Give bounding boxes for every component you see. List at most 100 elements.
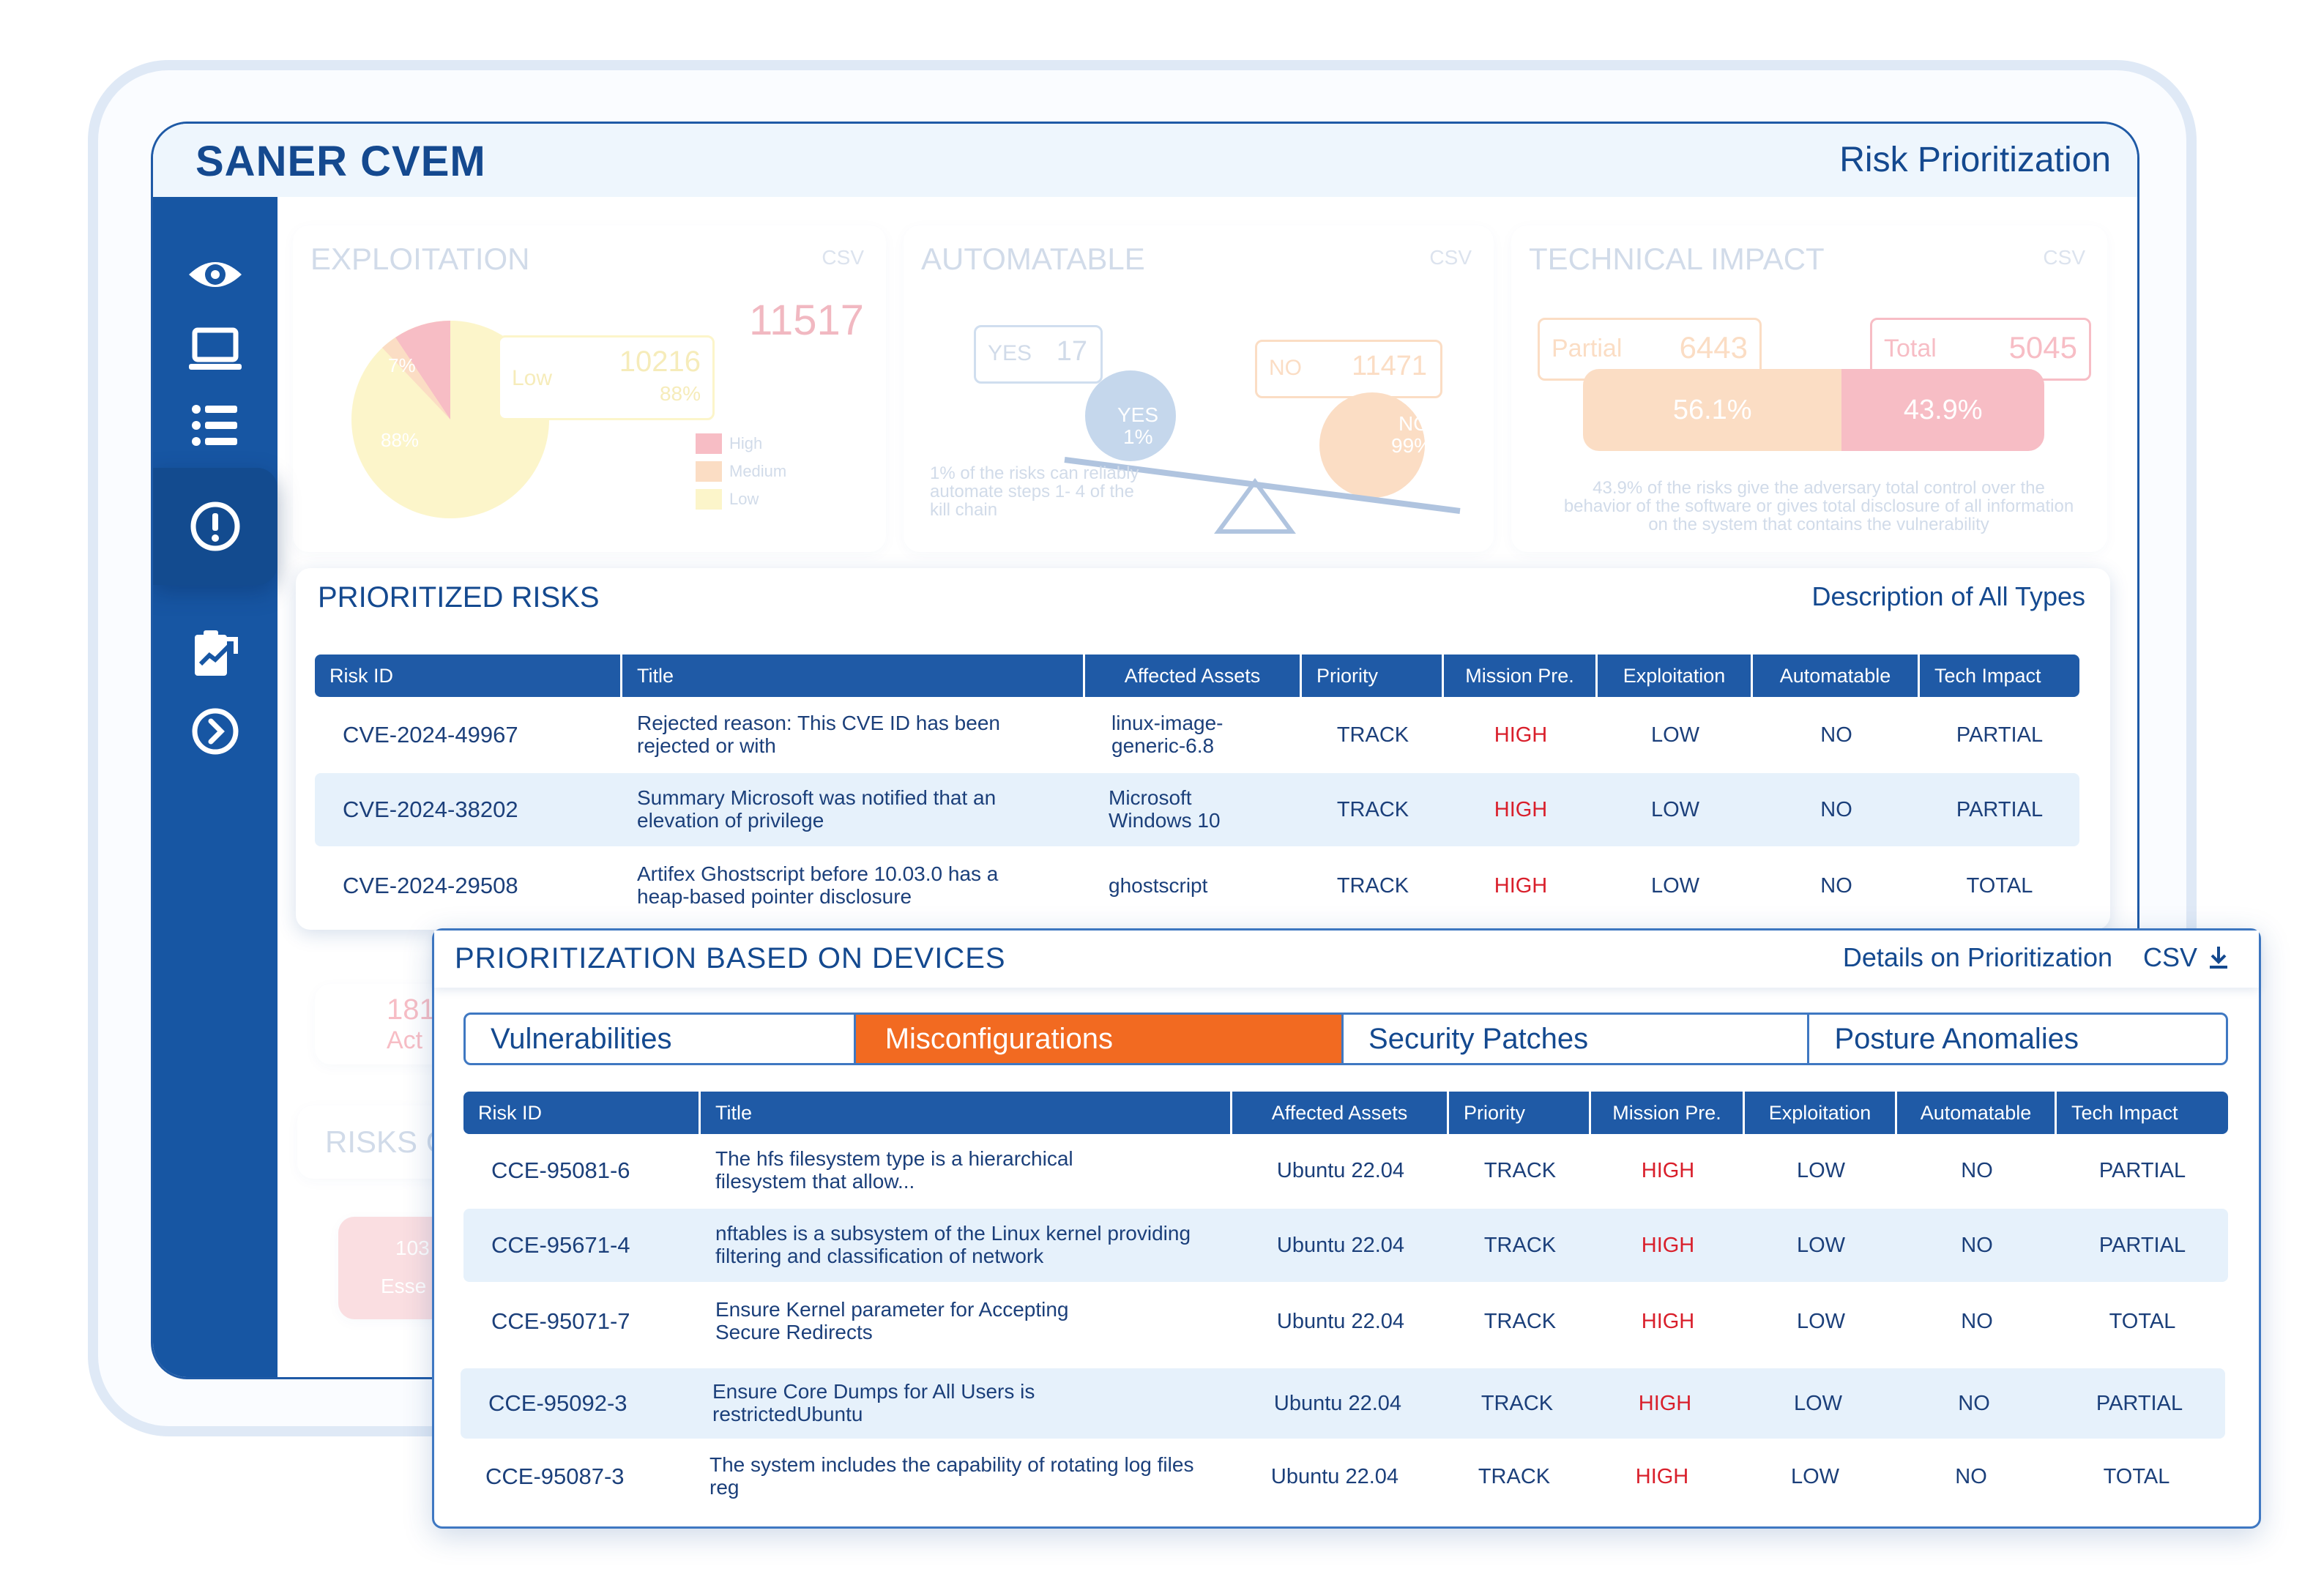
risk-id-cell[interactable]: CVE-2024-29508 [343, 873, 518, 898]
table-row[interactable]: CCE-95092-3 Ensure Core Dumps for All Us… [461, 1368, 2225, 1439]
legend-medium: Medium [729, 462, 787, 480]
mission-cell: HIGH [1635, 1464, 1689, 1488]
csv-label: CSV [2142, 942, 2197, 972]
chevron-right-circle-icon [192, 708, 239, 755]
title-cell: nftables is a subsystem of the Linux ker… [715, 1222, 1191, 1267]
priority-cell: TRACK [1483, 1158, 1557, 1182]
seesaw-graphic [1064, 370, 1461, 534]
essential-value: 103 [395, 1237, 430, 1259]
prioritized-risks-table-header: Risk ID Title Affected Assets Priority M… [315, 655, 2079, 697]
details-link[interactable]: Details on Prioritization [1842, 942, 2112, 972]
col-mission[interactable]: Mission Pre. [1591, 1092, 1745, 1134]
sidebar-item-next[interactable] [153, 695, 278, 768]
tab-vulnerabilities[interactable]: Vulnerabilities [466, 1015, 856, 1063]
risk-id-cell[interactable]: CCE-95671-4 [491, 1232, 630, 1258]
table-row[interactable]: CVE-2024-38202 Summary Microsoft was not… [315, 773, 2079, 846]
technical-impact-csv-button[interactable]: CSV [2043, 246, 2085, 269]
total-pct: 43.9% [1841, 369, 2044, 451]
exploitation-cell: LOW [1796, 1309, 1846, 1333]
exploitation-total: 11517 [749, 297, 864, 344]
mission-cell: HIGH [1494, 723, 1548, 747]
table-row[interactable]: CVE-2024-29508 Artifex Ghostscript befor… [315, 849, 2079, 922]
col-tech-impact[interactable]: Tech Impact [2071, 1101, 2178, 1124]
priority-cell: TRACK [1336, 723, 1409, 747]
table-row[interactable]: CCE-95081-6 The hfs filesystem type is a… [463, 1134, 2228, 1207]
table-row[interactable]: CCE-95071-7 Ensure Kernel parameter for … [463, 1285, 2228, 1358]
automatable-card: AUTOMATABLE CSV YES 17 YES 1% NO 11471 N… [904, 225, 1494, 552]
impact-cell: TOTAL [2103, 1464, 2170, 1488]
risk-id-cell[interactable]: CCE-95087-3 [485, 1463, 625, 1489]
automatable-cell: NO [1955, 1464, 1987, 1488]
col-exploitation[interactable]: Exploitation [1598, 655, 1753, 697]
partial-label: Partial [1552, 335, 1623, 362]
mission-cell: HIGH [1494, 797, 1548, 821]
risk-id-cell[interactable]: CCE-95081-6 [491, 1157, 630, 1183]
automatable-note: 1% of the risks can reliably automate st… [930, 463, 1139, 521]
alert-icon [190, 501, 240, 551]
total-label: Total [1884, 335, 1937, 362]
tab-security-patches[interactable]: Security Patches [1344, 1015, 1810, 1063]
slice-low-label: 88% [381, 429, 420, 451]
risk-id-cell[interactable]: CCE-95092-3 [488, 1390, 627, 1416]
sidebar-item-list[interactable] [153, 389, 278, 462]
tab-posture-anomalies[interactable]: Posture Anomalies [1834, 1022, 2079, 1055]
impact-ratio-bar: 56.1% 43.9% [1583, 369, 2044, 451]
title-cell: Artifex Ghostscript before 10.03.0 has a… [637, 862, 999, 908]
exploitation-legend: High Medium Low [696, 433, 786, 510]
sidebar-item-reports[interactable] [153, 617, 278, 690]
automatable-csv-button[interactable]: CSV [1429, 246, 1472, 269]
table-row[interactable]: CCE-95087-3 The system includes the capa… [458, 1442, 2222, 1512]
download-icon [2210, 947, 2227, 969]
exploitation-title: EXPLOITATION [310, 242, 530, 276]
assets-cell: linux-image-generic-6.8 [1111, 712, 1223, 757]
col-affected-assets[interactable]: Affected Assets [1085, 655, 1302, 697]
col-automatable[interactable]: Automatable [1753, 655, 1920, 697]
col-title[interactable]: Title [701, 1092, 1232, 1134]
col-risk-id[interactable]: Risk ID [463, 1092, 701, 1134]
col-automatable[interactable]: Automatable [1897, 1092, 2057, 1134]
technical-impact-title: TECHNICAL IMPACT [1529, 242, 1825, 276]
col-exploitation[interactable]: Exploitation [1745, 1092, 1897, 1134]
essential-label: Esse [381, 1275, 427, 1297]
title-cell: Ensure Kernel parameter for Accepting Se… [715, 1298, 1069, 1343]
col-affected-assets[interactable]: Affected Assets [1232, 1092, 1449, 1134]
tab-misconfigurations[interactable]: Misconfigurations [855, 1015, 1344, 1063]
impact-cell: TOTAL [2109, 1309, 2176, 1333]
no-pct-label: NO [1398, 412, 1429, 435]
automatable-cell: NO [1820, 723, 1852, 747]
risk-id-cell[interactable]: CVE-2024-38202 [343, 797, 518, 822]
col-tech-impact[interactable]: Tech Impact [1934, 664, 2041, 687]
impact-cell: PARTIAL [1956, 797, 2044, 821]
table-row[interactable]: CVE-2024-49967 Rejected reason: This CVE… [315, 697, 2079, 773]
sidebar-item-risks[interactable] [153, 468, 278, 585]
impact-cell: PARTIAL [2098, 1158, 2186, 1182]
active-count-value: 181 [387, 993, 436, 1026]
prioritized-risks-panel: PRIORITIZED RISKS Description of All Typ… [296, 568, 2110, 930]
exploitation-cell: LOW [1650, 797, 1700, 821]
col-priority[interactable]: Priority [1449, 1092, 1591, 1134]
risk-id-cell[interactable]: CCE-95071-7 [491, 1308, 630, 1334]
sidebar-item-overview[interactable] [153, 238, 278, 311]
csv-download-button[interactable]: CSV [2143, 942, 2230, 973]
low-callout: Low 10216 88% [498, 335, 715, 420]
col-risk-id[interactable]: Risk ID [315, 655, 622, 697]
mission-cell: HIGH [1494, 873, 1548, 898]
legend-low: Low [729, 490, 759, 508]
exploitation-card: EXPLOITATION CSV 7% 88% Low 10216 88% 11… [293, 225, 886, 552]
table-row[interactable]: CCE-95671-4 nftables is a subsystem of t… [463, 1209, 2228, 1282]
col-mission[interactable]: Mission Pre. [1444, 655, 1598, 697]
automatable-cell: NO [1820, 797, 1852, 821]
callout-pct: 88% [659, 382, 701, 405]
col-title[interactable]: Title [622, 655, 1085, 697]
legend-swatch-medium [696, 461, 722, 482]
yes-box: YES 17 [974, 325, 1103, 384]
no-box: NO 11471 [1255, 340, 1442, 398]
col-priority[interactable]: Priority [1302, 655, 1444, 697]
sidebar-item-devices[interactable] [153, 314, 278, 387]
app-header: SANER CVEM Risk Prioritization [153, 124, 2137, 197]
total-box: Total 5045 [1870, 318, 2091, 381]
description-link[interactable]: Description of All Types [1811, 581, 2085, 611]
devices-panel: PRIORITIZATION BASED ON DEVICES Details … [432, 928, 2261, 1529]
risk-id-cell[interactable]: CVE-2024-49967 [343, 722, 518, 747]
exploitation-csv-button[interactable]: CSV [822, 246, 864, 269]
